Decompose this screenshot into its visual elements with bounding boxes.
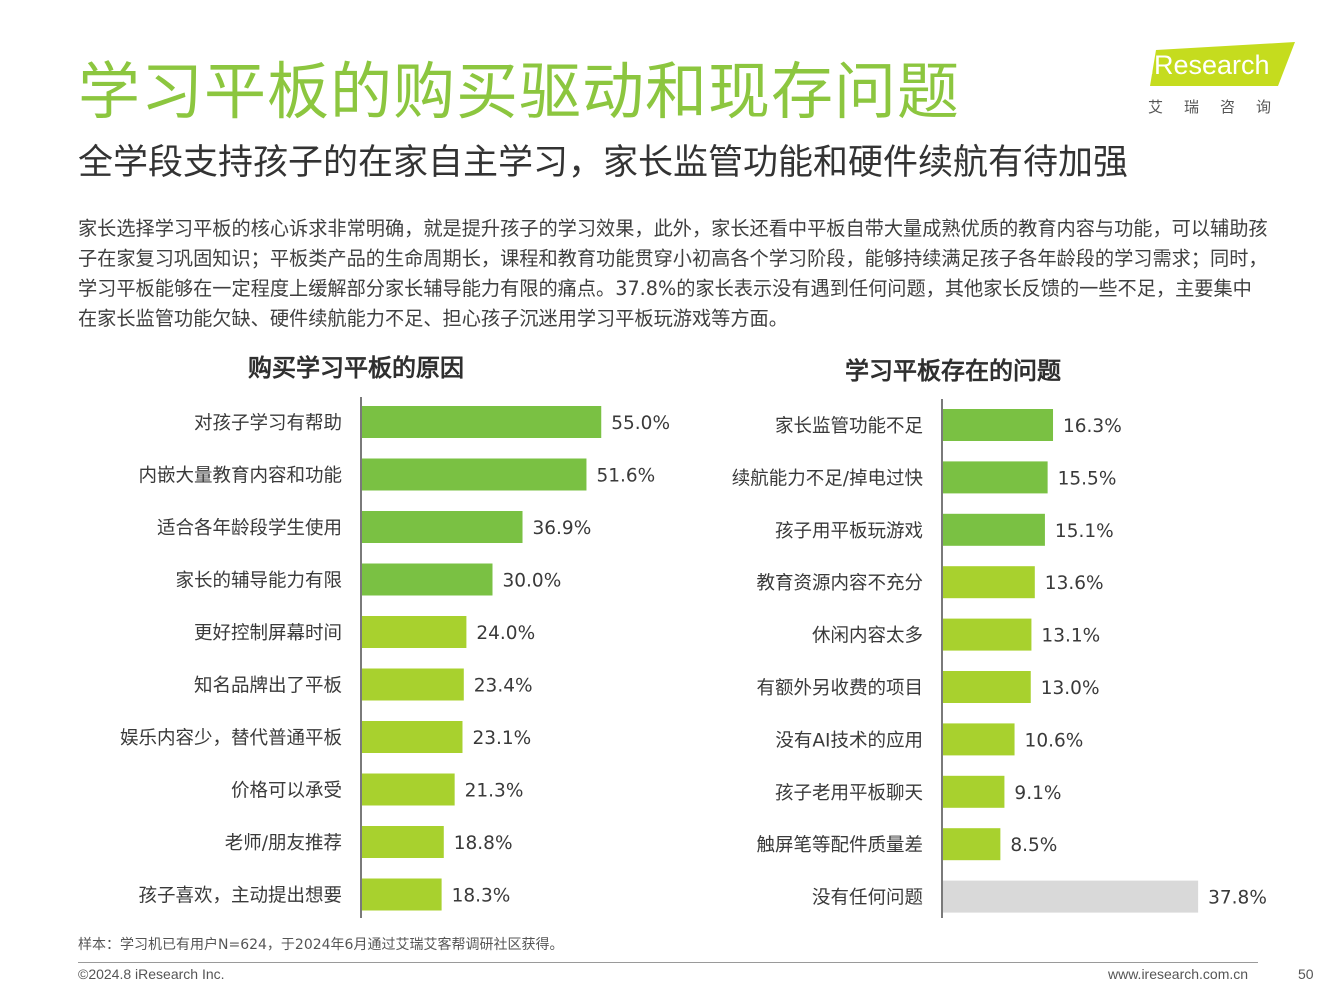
chart-0-category-label-6: 娱乐内容少，替代普通平板 [120,728,342,749]
chart-1-category-label-6: 没有AI技术的应用 [775,730,923,751]
chart-1-category-label-5: 有额外另收费的项目 [756,678,923,699]
chart-0-bar-7 [362,773,455,806]
chart-1-bar-6 [943,723,1015,756]
chart-1-category-label-1: 续航能力不足/掉电过快 [732,468,923,489]
chart-1-category-label-7: 孩子老用平板聊天 [775,783,923,804]
left-chart-title: 购买学习平板的原因 [248,354,464,382]
chart-0-value-label-8: 18.8% [454,833,513,854]
sample-note: 样本：学习机已有用户N=624，于2024年6月通过艾瑞艾客帮调研社区获得。 [78,937,564,953]
chart-1-value-label-1: 15.5% [1058,468,1117,489]
chart-1-bar-8 [943,828,1001,861]
chart-1-bar-2 [943,513,1045,546]
iresearch-logo: iResearch 艾瑞咨询 [1140,42,1300,118]
chart-0-value-label-0: 55.0% [611,413,670,434]
chart-1-bar-9 [943,880,1199,913]
chart-0-bar-2 [362,511,523,543]
chart-0-value-label-3: 30.0% [503,571,562,592]
chart-0-category-label-9: 孩子喜欢，主动提出想要 [138,886,342,907]
chart-1-category-label-9: 没有任何问题 [812,888,923,909]
logo-text: iResearch [1148,50,1270,80]
chart-0-category-label-0: 对孩子学习有帮助 [194,413,342,434]
chart-1-bar-4 [943,618,1032,651]
logo-subtext: 艾瑞咨询 [1148,98,1293,116]
chart-0-bar-4 [362,616,467,648]
chart-0-category-label-4: 更好控制屏幕时间 [194,623,342,644]
logo-background [1150,42,1295,86]
chart-0-value-label-6: 23.1% [472,728,531,749]
chart-0-category-label-1: 内嵌大量教育内容和功能 [138,466,342,487]
chart-0-bar-0 [362,406,602,438]
chart-1-bar-0 [943,409,1054,441]
website-link[interactable]: www.iresearch.com.cn [1108,966,1249,982]
footer-divider [78,962,1258,963]
chart-1-value-label-0: 16.3% [1063,416,1122,437]
chart-0-category-label-8: 老师/朋友推荐 [225,833,342,854]
chart-0-category-label-5: 知名品牌出了平板 [194,676,342,697]
chart-0-bar-8 [362,826,444,858]
copyright: ©2024.8 iResearch Inc. [78,966,225,982]
right-chart-title: 学习平板存在的问题 [845,357,1061,385]
chart-1-bar-3 [943,566,1035,599]
chart-1-category-label-3: 教育资源内容不充分 [756,573,923,594]
chart-1-value-label-4: 13.1% [1041,626,1100,647]
chart-0-bar-3 [362,563,493,596]
chart-0-value-label-5: 23.4% [474,676,533,697]
chart-0-value-label-9: 18.3% [452,886,511,907]
page-subtitle: 全学段支持孩子的在家自主学习，家长监管功能和硬件续航有待加强 [78,143,1129,183]
chart-1-category-label-2: 孩子用平板玩游戏 [775,521,923,542]
chart-0-category-label-7: 价格可以承受 [231,781,342,802]
chart-1-category-label-0: 家长监管功能不足 [775,416,923,437]
page-title: 学习平板的购买驱动和现存问题 [78,55,961,128]
chart-0-value-label-1: 51.6% [596,466,655,487]
chart-1-value-label-6: 10.6% [1025,730,1084,751]
chart-0-bar-1 [362,458,587,491]
chart-1-bar-5 [943,671,1031,703]
chart-0-value-label-2: 36.9% [533,518,592,539]
chart-1-bar-1 [943,461,1048,494]
chart-1-value-label-2: 15.1% [1055,521,1114,542]
chart-0-bar-9 [362,878,442,911]
chart-0-bar-6 [362,721,463,753]
chart-0-category-label-2: 适合各年龄段学生使用 [157,518,342,539]
chart-1-value-label-7: 9.1% [1014,783,1061,804]
chart-1-value-label-3: 13.6% [1045,573,1104,594]
chart-1-category-label-4: 休闲内容太多 [812,626,923,647]
chart-1-value-label-8: 8.5% [1010,835,1057,856]
chart-1-value-label-9: 37.8% [1208,888,1267,909]
chart-0-value-label-7: 21.3% [465,781,524,802]
chart-1-value-label-5: 13.0% [1041,678,1100,699]
chart-0-value-label-4: 24.0% [476,623,535,644]
page-number: 50 [1298,966,1314,982]
intro-paragraph: 家长选择学习平板的核心诉求非常明确，就是提升孩子的学习效果，此外，家长还看中平板… [78,217,1268,330]
chart-1-category-label-8: 触屏笔等配件质量差 [756,835,923,856]
chart-0-bar-5 [362,668,464,701]
chart-1-bar-7 [943,775,1005,808]
chart-0-category-label-3: 家长的辅导能力有限 [175,571,342,592]
